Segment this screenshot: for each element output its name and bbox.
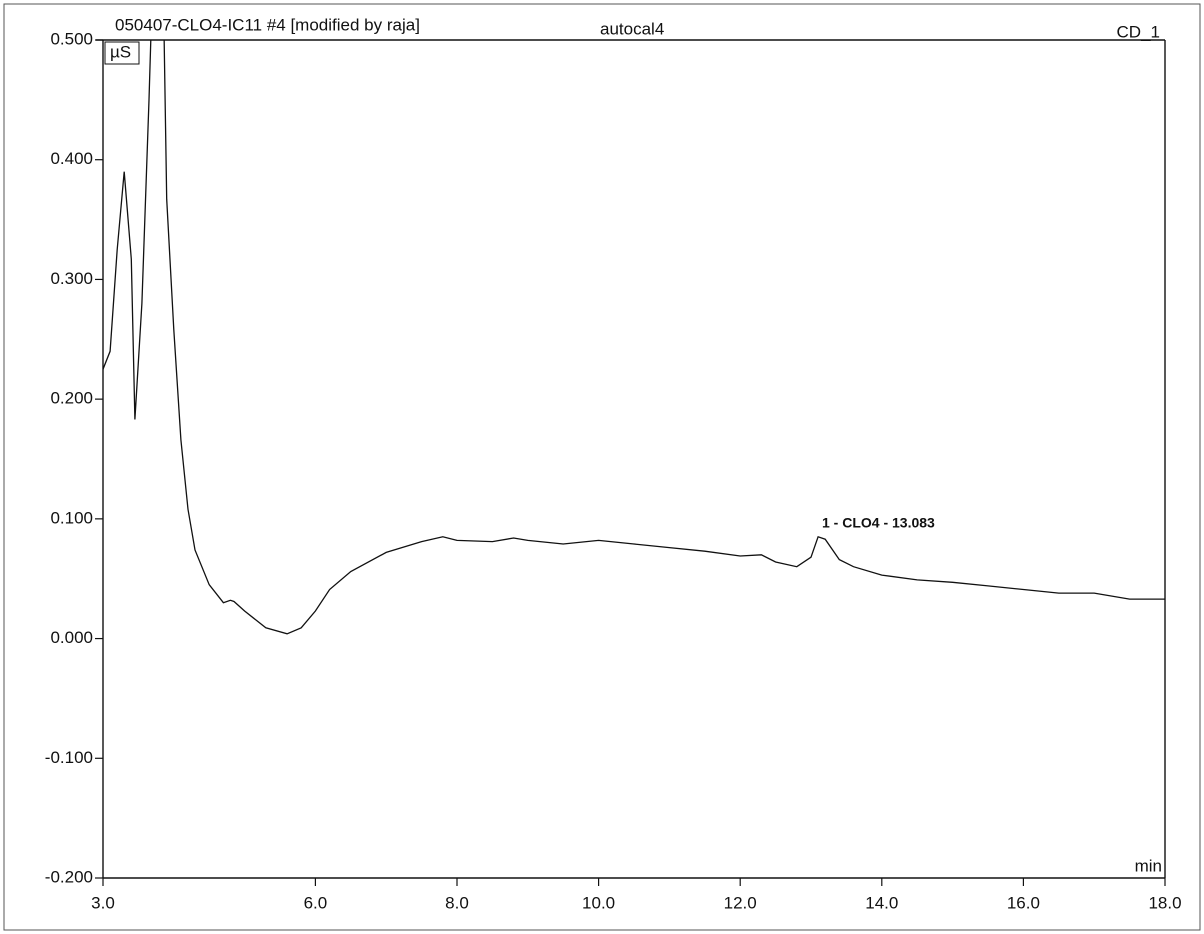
peak-annotation: 1 - CLO4 - 13.083 [822, 515, 935, 531]
unit-box [104, 41, 140, 65]
x-tick-label: 6.0 [304, 893, 328, 912]
x-tick-label: 14.0 [865, 893, 898, 912]
x-tick-label: 10.0 [582, 893, 615, 912]
chart-title: 050407-CLO4-IC11 #4 [modified by raja] [115, 15, 420, 34]
chart-subtitle: autocal4 [600, 19, 664, 38]
channel-label: CD_1 [1117, 22, 1160, 41]
x-tick-label: 8.0 [445, 893, 469, 912]
y-tick-label: 0.300 [50, 269, 93, 288]
x-tick-label: 3.0 [91, 893, 115, 912]
x-axis-label: min [1135, 856, 1162, 875]
y-tick-label: -0.100 [45, 748, 93, 767]
y-axis-label: µS [110, 42, 131, 61]
signal-line [103, 40, 1165, 635]
x-tick-label: 18.0 [1148, 893, 1181, 912]
y-tick-label: -0.200 [45, 867, 93, 886]
page-border [3, 3, 1201, 931]
y-tick-label: 0.100 [50, 508, 93, 527]
x-tick-label: 16.0 [1007, 893, 1040, 912]
y-tick-label: 0.000 [50, 628, 93, 647]
y-tick-label: 0.400 [50, 149, 93, 168]
y-tick-label: 0.200 [50, 389, 93, 408]
x-tick-label: 12.0 [724, 893, 757, 912]
y-tick-label: 0.500 [50, 29, 93, 48]
